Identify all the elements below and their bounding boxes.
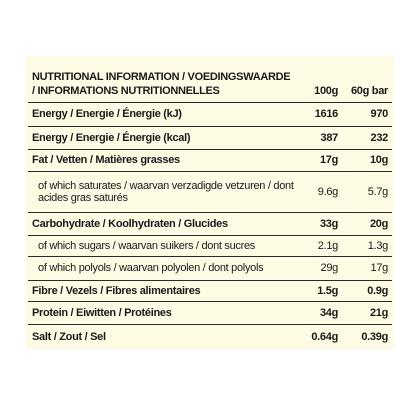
nutrient-row: of which saturates / waarvan verzadigde …: [28, 171, 392, 213]
value-100g: 33g: [298, 212, 342, 236]
value-100g: 1.5g: [298, 280, 342, 302]
value-portion: 0.9g: [342, 280, 392, 302]
nutrient-label: Carbohydrate / Koolhydraten / Glucides: [28, 212, 298, 236]
header-portion: 60g bar: [342, 56, 392, 103]
value-portion: 21g: [342, 301, 392, 325]
nutrient-label: of which sugars / waarvan suikers / dont…: [28, 235, 298, 257]
value-portion: 970: [342, 102, 392, 127]
header-row: NUTRITIONAL INFORMATION / VOEDINGSWAARDE…: [28, 56, 392, 103]
value-100g: 9.6g: [298, 171, 342, 213]
value-portion: 232: [342, 126, 392, 150]
nutrient-row: Salt / Zout / Sel 0.64g 0.39g: [28, 324, 392, 349]
nutrient-row: Energy / Energie / Énergie (kJ) 1616 970: [28, 102, 392, 127]
nutrient-row: Fibre / Vezels / Fibres alimentaires 1.5g…: [28, 280, 392, 302]
header-100g: 100g: [298, 56, 342, 103]
nutrient-label: of which saturates / waarvan verzadigde …: [28, 171, 298, 213]
value-portion: 10g: [342, 149, 392, 172]
nutrient-label: Energy / Energie / Énergie (kcal): [28, 126, 298, 150]
nutrition-panel: NUTRITIONAL INFORMATION / VOEDINGSWAARDE…: [26, 56, 394, 349]
value-portion: 17g: [342, 256, 392, 281]
nutrient-label: Salt / Zout / Sel: [32, 330, 106, 343]
value-100g: 2.1g: [298, 235, 342, 257]
value-100g: 387: [298, 126, 342, 150]
table-body: NUTRITIONAL INFORMATION / VOEDINGSWAARDE…: [28, 56, 392, 349]
value-100g: 1616: [298, 102, 342, 127]
header-label: NUTRITIONAL INFORMATION / VOEDINGSWAARDE…: [28, 56, 298, 103]
value-portion: 0.39g: [361, 330, 388, 343]
nutrient-row: of which sugars / waarvan suikers / dont…: [28, 235, 392, 257]
value-portion: 20g: [342, 212, 392, 236]
nutrient-row: Protein / Eiwitten / Protéines 34g 21g: [28, 301, 392, 325]
nutrient-label: Energy / Energie / Énergie (kJ): [28, 102, 298, 127]
nutrient-row: Carbohydrate / Koolhydraten / Glucides 33…: [28, 212, 392, 236]
nutrient-label: Fibre / Vezels / Fibres alimentaires: [28, 280, 298, 302]
value-100g: 17g: [298, 149, 342, 172]
nutrient-row: Energy / Energie / Énergie (kcal) 387 232: [28, 126, 392, 150]
nutrient-label: Fat / Vetten / Matières grasses: [28, 149, 298, 172]
nutrient-label: of which polyols / waarvan polyolen / do…: [28, 256, 298, 281]
nutrient-label: Protein / Eiwitten / Protéines: [28, 301, 298, 325]
value-100g: 29g: [298, 256, 342, 281]
nutrient-row: of which polyols / waarvan polyolen / do…: [28, 256, 392, 281]
nutrient-row: Fat / Vetten / Matières grasses 17g 10g: [28, 149, 392, 172]
value-100g: 34g: [298, 301, 342, 325]
nutrition-table: NUTRITIONAL INFORMATION / VOEDINGSWAARDE…: [28, 56, 392, 349]
value-portion: 1.3g: [342, 235, 392, 257]
value-portion: 5.7g: [342, 171, 392, 213]
value-100g: 0.64g: [311, 330, 338, 343]
